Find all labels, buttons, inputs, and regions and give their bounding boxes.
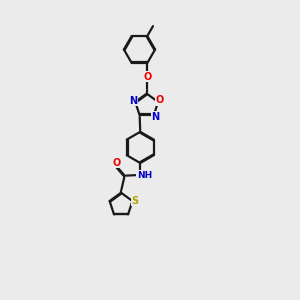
Text: O: O	[156, 95, 164, 105]
Text: S: S	[131, 196, 138, 206]
Text: O: O	[143, 71, 152, 82]
Text: NH: NH	[137, 170, 152, 179]
Text: N: N	[129, 96, 137, 106]
Text: N: N	[152, 112, 160, 122]
Text: O: O	[112, 158, 120, 168]
